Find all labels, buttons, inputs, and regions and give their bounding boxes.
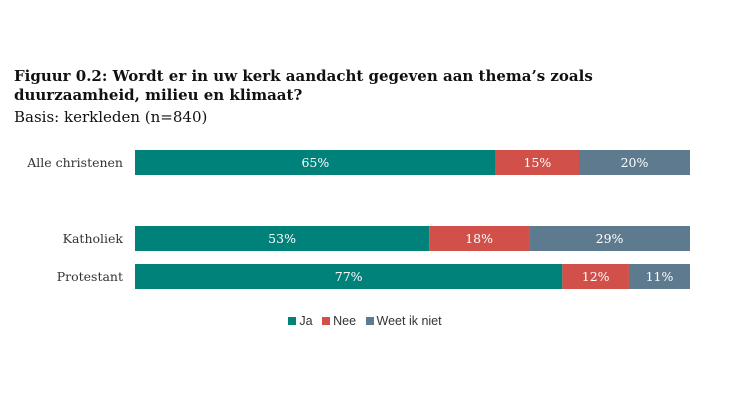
- bar-katholiek-nee: [429, 226, 530, 251]
- bar-alle-christenen-nee: [495, 150, 579, 175]
- legend-label-nee: Nee: [333, 314, 357, 328]
- legend-item-weet-ik-niet: Weet ik niet: [365, 314, 442, 328]
- legend-label-ja: Ja: [299, 314, 313, 328]
- bar-alle-christenen-ja: [135, 150, 496, 175]
- legend-item-nee: Nee: [322, 314, 356, 328]
- chart-subtitle: Basis: kerkleden (n=840): [14, 108, 208, 126]
- data-label-katholiek-ja: 53%: [268, 231, 296, 246]
- chart-legend: Ja Nee Weet ik niet: [0, 314, 730, 328]
- legend-swatch-weet-ik-niet: [365, 317, 374, 325]
- category-label-protestant: Protestant: [57, 269, 123, 284]
- data-label-protestant-weet-ik-niet: 11%: [646, 269, 674, 284]
- legend-item-ja: Ja: [288, 314, 313, 328]
- legend-swatch-ja: [288, 317, 297, 325]
- bar-protestant-weet-ik-niet: [628, 264, 690, 289]
- bar-protestant-ja: [135, 264, 563, 289]
- bar-protestant-nee: [562, 264, 629, 289]
- chart-title: Figuur 0.2: Wordt er in uw kerk aandacht…: [14, 67, 593, 104]
- bar-katholiek-weet-ik-niet: [529, 226, 690, 251]
- data-label-protestant-ja: 77%: [335, 269, 363, 284]
- bar-alle-christenen-weet-ik-niet: [579, 150, 690, 175]
- category-label-alle-christenen: Alle christenen: [26, 155, 123, 170]
- legend-swatch-nee: [322, 317, 331, 325]
- data-label-alle-christenen-ja: 65%: [301, 155, 329, 170]
- legend-label-weet-ik-niet: Weet ik niet: [376, 314, 442, 328]
- data-label-alle-christenen-weet-ik-niet: 20%: [621, 155, 649, 170]
- data-label-alle-christenen-nee: 15%: [523, 155, 551, 170]
- data-label-katholiek-nee: 18%: [465, 231, 493, 246]
- data-label-katholiek-weet-ik-niet: 29%: [596, 231, 624, 246]
- bar-katholiek-ja: [135, 226, 430, 251]
- category-label-katholiek: Katholiek: [63, 231, 124, 246]
- data-label-protestant-nee: 12%: [582, 269, 610, 284]
